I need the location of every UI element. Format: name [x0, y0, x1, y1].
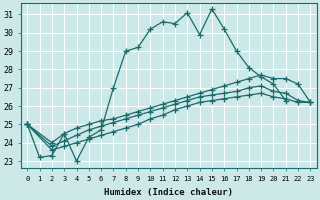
X-axis label: Humidex (Indice chaleur): Humidex (Indice chaleur) [104, 188, 233, 197]
